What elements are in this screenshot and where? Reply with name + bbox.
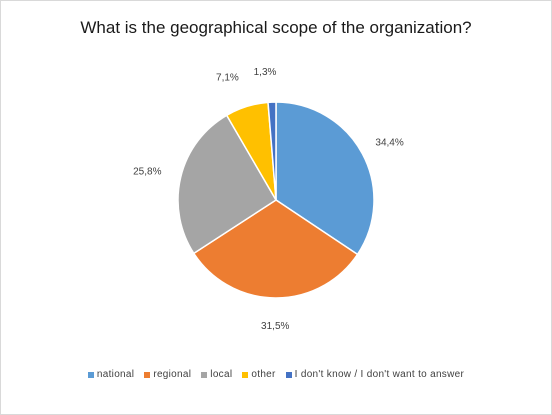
- chart-legend: national regional local other I don't know /…: [1, 369, 551, 380]
- legend-label: other: [251, 369, 276, 380]
- legend-label: national: [96, 369, 135, 380]
- data-label-national: 34,4%: [375, 137, 403, 148]
- legend-item-regional: regional: [144, 369, 191, 380]
- legend-item-i-don-t-know-i-don-t-want-to-answer: I don't know / I don't want to answer: [285, 369, 465, 380]
- data-label-regional: 31,5%: [261, 321, 289, 332]
- legend-swatch: [87, 371, 94, 378]
- pie-slice-regional: [192, 199, 359, 299]
- legend-swatch: [201, 371, 208, 378]
- legend-label: I don't know / I don't want to answer: [294, 369, 465, 380]
- legend-label: regional: [153, 369, 192, 380]
- pie-slice-i-don-t-know-i-don-t-want-to-answer: [267, 101, 277, 201]
- data-label-i-don-t-know-i-don-t-want-to-answer: 1,3%: [254, 67, 277, 78]
- legend-swatch: [285, 371, 292, 378]
- chart-title: What is the geographical scope of the or…: [80, 18, 472, 37]
- legend-swatch: [242, 371, 249, 378]
- legend-item-national: national: [87, 369, 135, 380]
- legend-label: local: [210, 369, 233, 380]
- pie-slice-local: [177, 114, 278, 255]
- legend-item-other: other: [242, 369, 275, 380]
- data-label-other: 7,1%: [216, 73, 239, 84]
- legend-swatch: [144, 371, 151, 378]
- data-label-local: 25,8%: [133, 167, 161, 178]
- legend-item-local: local: [201, 369, 232, 380]
